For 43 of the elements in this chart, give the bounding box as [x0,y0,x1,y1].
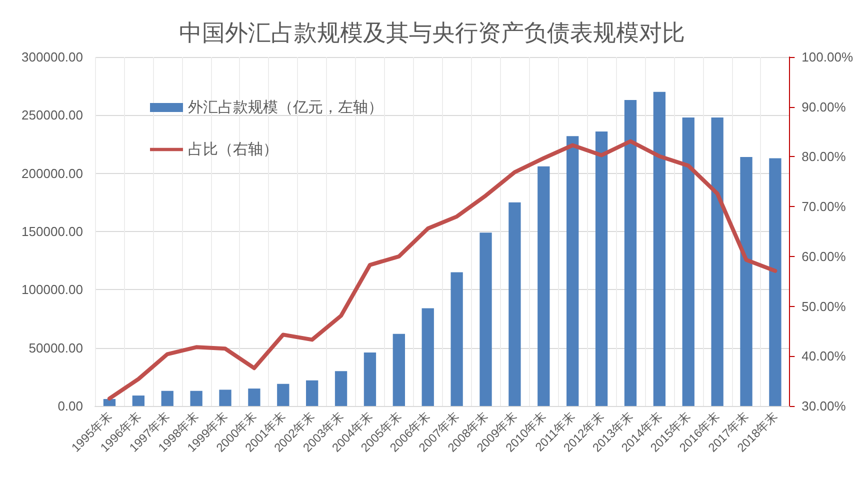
bar [364,352,376,406]
y2-tick-label: 70.00% [802,199,846,214]
y2-tick-label: 80.00% [802,149,846,164]
bar [450,272,463,406]
y-tick-label: 250000.00 [22,108,83,123]
bar [769,158,782,406]
bar [480,232,492,406]
bar [248,388,260,406]
bar [306,380,318,406]
chart-title: 中国外汇占款规模及其与央行资产负债表规模对比 [179,20,685,46]
y2-tick-label: 60.00% [802,248,846,264]
y-tick-label: 0.00 [58,398,83,414]
y-tick-label: 100000.00 [22,282,83,298]
bar [334,371,348,406]
bar [219,390,232,406]
bar [740,157,752,406]
bar [595,131,608,406]
legend-label: 占比（右轴） [188,141,278,158]
y2-tick-label: 40.00% [802,348,846,364]
y-tick-label: 50000.00 [28,340,83,356]
y2-tick-label: 50.00% [802,298,846,314]
y2-tick-label: 30.00% [802,398,846,414]
y2-tick-label: 100.00% [802,50,854,64]
y-tick-label: 300000.00 [22,50,83,64]
bar [392,334,405,406]
y2-tick-label: 90.00% [802,99,846,114]
bar [508,202,521,406]
bar [103,399,116,406]
legend-label: 外汇占款规模（亿元，左轴） [188,99,383,116]
bar [566,136,579,406]
bar [190,390,202,406]
bar [132,396,144,406]
y-tick-label: 150000.00 [22,224,83,239]
bar [538,166,550,406]
bar [161,390,174,406]
bar [422,308,434,406]
bar [624,100,637,406]
y-tick-label: 200000.00 [22,166,83,181]
line-series [107,139,778,401]
bar [277,384,290,406]
bar [711,117,724,406]
bar [653,92,666,406]
bar [682,117,694,406]
